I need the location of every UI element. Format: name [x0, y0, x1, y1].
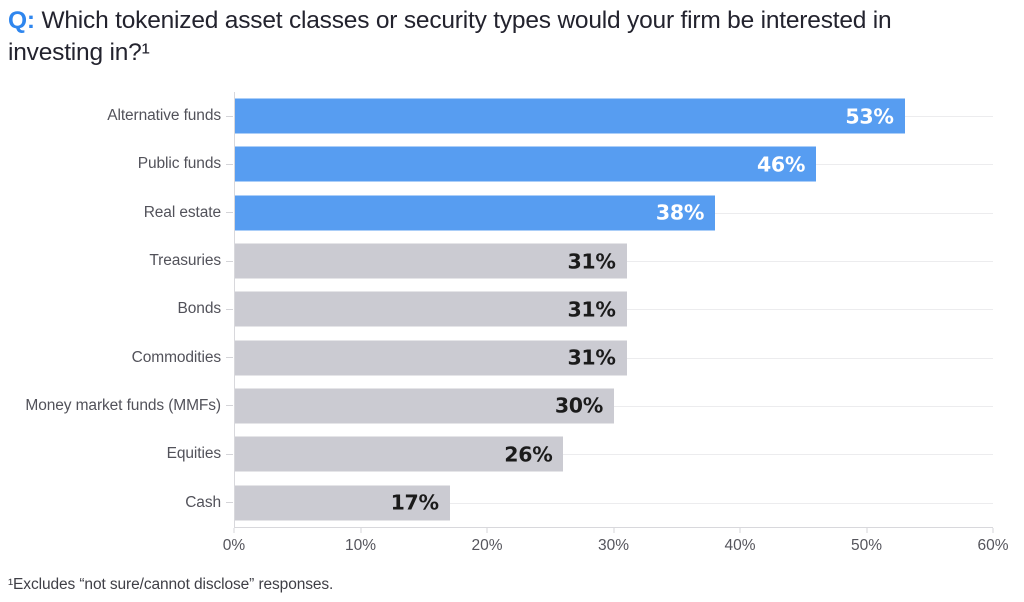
value-label: 31%	[567, 297, 616, 322]
bar: 31%	[235, 340, 627, 376]
x-axis-tick-label: 20%	[471, 536, 503, 554]
category-tick-mark	[226, 260, 233, 262]
bar-track: 46%	[234, 140, 993, 189]
value-label: 53%	[845, 104, 894, 129]
x-axis-tick-label: 30%	[597, 536, 630, 554]
category-label: Commodities	[0, 333, 234, 381]
value-label: 30%	[554, 393, 603, 418]
bar-row: Cash 17%	[0, 478, 993, 527]
category-label: Cash	[0, 478, 234, 526]
category-label: Public funds	[0, 140, 234, 188]
x-axis-track: 0% 10% 20% 30% 40% 50% 60%	[223, 526, 1009, 557]
row-gridline	[235, 454, 993, 456]
bar-row: Alternative funds 53%	[0, 92, 993, 141]
bar: 17%	[235, 485, 450, 521]
bar-track: 31%	[234, 333, 993, 382]
category-label: Money market funds (MMFs)	[0, 382, 234, 430]
bar-rows: Alternative funds 53% Public funds 46% Real …	[0, 92, 993, 527]
bar-row: Treasuries 31%	[0, 236, 993, 286]
category-tick-mark	[226, 115, 233, 117]
bar-track: 38%	[234, 188, 993, 237]
footnote: ¹Excludes “not sure/cannot disclose” res…	[8, 576, 334, 593]
x-axis-tick	[486, 527, 488, 533]
bar-row: Equities 26%	[0, 430, 993, 479]
bar-track: 17%	[234, 478, 993, 527]
x-axis-tick	[360, 527, 361, 533]
category-label: Alternative funds	[0, 92, 234, 140]
category-tick-mark	[226, 453, 233, 455]
bar-row: Money market funds (MMFs) 30%	[0, 381, 993, 431]
bar-track: 30%	[234, 381, 993, 431]
category-tick-mark	[226, 502, 233, 504]
bar-row: Public funds 46%	[0, 140, 993, 189]
category-tick-mark	[226, 308, 233, 310]
x-axis-tick	[233, 527, 235, 533]
x-axis-tick	[739, 527, 741, 533]
category-label: Treasuries	[0, 237, 234, 285]
question-line-2: investing in?¹	[8, 38, 150, 66]
x-axis-tick	[992, 527, 994, 533]
x-axis-tick-label: 0%	[222, 536, 246, 554]
category-tick-mark	[226, 405, 233, 407]
row-gridline	[235, 405, 993, 407]
x-axis-tick-label: 40%	[724, 536, 756, 554]
bar: 31%	[235, 291, 627, 327]
bar-track: 31%	[234, 236, 993, 286]
value-label: 46%	[756, 152, 806, 177]
bar-row: Bonds 31%	[0, 285, 993, 334]
bar-track: 53%	[234, 92, 993, 141]
bar: 26%	[235, 436, 564, 472]
bar-row: Commodities 31%	[0, 333, 993, 382]
x-axis: 0% 10% 20% 30% 40% 50% 60%	[0, 526, 1009, 557]
category-label: Equities	[0, 430, 234, 478]
bar: 31%	[235, 243, 627, 279]
value-label: 17%	[390, 490, 439, 515]
category-label: Real estate	[0, 189, 234, 237]
axis-spacer	[0, 527, 234, 557]
value-label: 38%	[655, 200, 705, 225]
x-axis-tick-label: 50%	[850, 536, 883, 554]
bar-track: 26%	[234, 430, 993, 479]
bar: 53%	[235, 98, 905, 134]
category-label: Bonds	[0, 285, 234, 333]
bar-chart: Alternative funds 53% Public funds 46% Real …	[0, 92, 1009, 557]
question-prefix: Q:	[8, 7, 35, 34]
bar: 30%	[235, 388, 614, 424]
bar-track: 31%	[234, 285, 993, 334]
row-gridline	[235, 502, 993, 504]
x-axis-tick	[866, 527, 867, 533]
bar: 38%	[235, 195, 716, 231]
value-label: 31%	[567, 249, 616, 274]
bar: 46%	[235, 146, 817, 182]
value-label: 31%	[567, 345, 616, 370]
x-axis-tick	[613, 527, 614, 533]
question-line-1: Which tokenized asset classes or securit…	[41, 7, 892, 34]
category-tick-mark	[226, 163, 233, 165]
category-tick-mark	[226, 357, 233, 359]
x-axis-tick-label: 60%	[977, 536, 1009, 554]
bar-row: Real estate 38%	[0, 188, 993, 237]
chart-question-title: Q: Which tokenized asset classes or secu…	[8, 5, 1010, 68]
x-axis-tick-label: 10%	[344, 536, 377, 554]
value-label: 26%	[504, 442, 553, 467]
category-tick-mark	[226, 212, 233, 214]
